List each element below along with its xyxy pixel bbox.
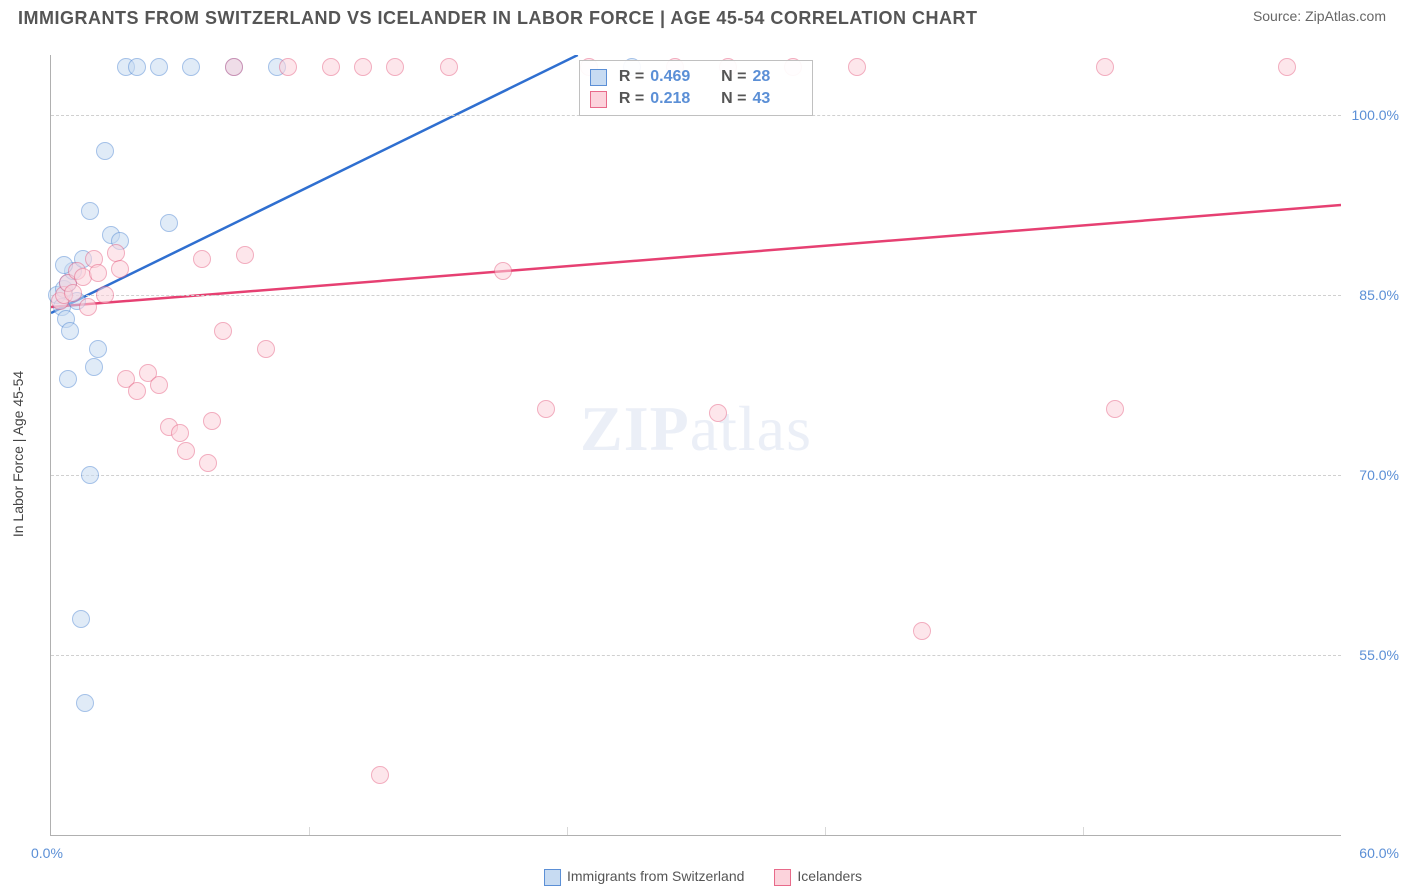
data-point-swiss bbox=[81, 466, 99, 484]
data-point-swiss bbox=[76, 694, 94, 712]
legend-swatch bbox=[590, 91, 607, 108]
regression-lines bbox=[51, 55, 1341, 835]
x-tick-mark bbox=[1083, 827, 1084, 835]
data-point-swiss bbox=[72, 610, 90, 628]
data-point-swiss bbox=[160, 214, 178, 232]
y-tick-label: 70.0% bbox=[1349, 467, 1399, 483]
data-point-iceland bbox=[494, 262, 512, 280]
data-point-iceland bbox=[354, 58, 372, 76]
data-point-iceland bbox=[848, 58, 866, 76]
data-point-swiss bbox=[59, 370, 77, 388]
x-tick-mark bbox=[567, 827, 568, 835]
stat-n-value: 28 bbox=[752, 68, 802, 86]
data-point-iceland bbox=[440, 58, 458, 76]
legend-swatch bbox=[544, 869, 561, 886]
legend-label: Icelanders bbox=[797, 868, 862, 884]
gridline-horizontal bbox=[51, 295, 1341, 296]
x-axis-min-label: 0.0% bbox=[31, 845, 63, 861]
data-point-iceland bbox=[111, 260, 129, 278]
data-point-swiss bbox=[85, 358, 103, 376]
data-point-iceland bbox=[279, 58, 297, 76]
data-point-iceland bbox=[1278, 58, 1296, 76]
stat-r-value: 0.469 bbox=[650, 68, 700, 86]
data-point-swiss bbox=[150, 58, 168, 76]
stats-legend-row-swiss: R = 0.469 N = 28 bbox=[590, 66, 803, 88]
legend-swatch bbox=[774, 869, 791, 886]
legend-item: Immigrants from Switzerland bbox=[544, 868, 744, 886]
y-tick-label: 100.0% bbox=[1349, 107, 1399, 123]
data-point-iceland bbox=[64, 284, 82, 302]
x-axis-max-label: 60.0% bbox=[1359, 845, 1399, 861]
plot-area: ZIPatlas 0.0% 60.0% 55.0%70.0%85.0%100.0… bbox=[50, 55, 1341, 836]
data-point-iceland bbox=[128, 382, 146, 400]
data-point-iceland bbox=[913, 622, 931, 640]
data-point-iceland bbox=[96, 286, 114, 304]
data-point-swiss bbox=[81, 202, 99, 220]
legend-label: Immigrants from Switzerland bbox=[567, 868, 744, 884]
data-point-iceland bbox=[171, 424, 189, 442]
data-point-iceland bbox=[199, 454, 217, 472]
stat-r-value: 0.218 bbox=[650, 90, 700, 108]
x-tick-mark bbox=[309, 827, 310, 835]
data-point-iceland bbox=[236, 246, 254, 264]
stat-n-label: N = bbox=[721, 68, 746, 86]
stats-legend-row-iceland: R = 0.218 N = 43 bbox=[590, 88, 803, 110]
stat-n-label: N = bbox=[721, 90, 746, 108]
data-point-swiss bbox=[182, 58, 200, 76]
data-point-iceland bbox=[193, 250, 211, 268]
stat-n-value: 43 bbox=[752, 90, 802, 108]
data-point-iceland bbox=[214, 322, 232, 340]
source-credit: Source: ZipAtlas.com bbox=[1253, 8, 1386, 24]
data-point-swiss bbox=[96, 142, 114, 160]
y-tick-label: 55.0% bbox=[1349, 647, 1399, 663]
chart-title: IMMIGRANTS FROM SWITZERLAND VS ICELANDER… bbox=[18, 8, 978, 29]
gridline-horizontal bbox=[51, 655, 1341, 656]
legend-swatch bbox=[590, 69, 607, 86]
data-point-iceland bbox=[177, 442, 195, 460]
y-axis-label: In Labor Force | Age 45-54 bbox=[10, 371, 26, 537]
data-point-iceland bbox=[150, 376, 168, 394]
data-point-iceland bbox=[203, 412, 221, 430]
gridline-horizontal bbox=[51, 475, 1341, 476]
y-tick-label: 85.0% bbox=[1349, 287, 1399, 303]
data-point-iceland bbox=[386, 58, 404, 76]
data-point-iceland bbox=[1106, 400, 1124, 418]
data-point-iceland bbox=[225, 58, 243, 76]
x-tick-mark bbox=[825, 827, 826, 835]
data-point-swiss bbox=[61, 322, 79, 340]
data-point-iceland bbox=[1096, 58, 1114, 76]
data-point-iceland bbox=[322, 58, 340, 76]
data-point-swiss bbox=[128, 58, 146, 76]
data-point-iceland bbox=[79, 298, 97, 316]
data-point-iceland bbox=[257, 340, 275, 358]
data-point-iceland bbox=[89, 264, 107, 282]
legend-item: Icelanders bbox=[774, 868, 862, 886]
data-point-iceland bbox=[709, 404, 727, 422]
series-legend: Immigrants from Switzerland Icelanders bbox=[544, 868, 862, 886]
data-point-swiss bbox=[89, 340, 107, 358]
data-point-iceland bbox=[371, 766, 389, 784]
stat-r-label: R = bbox=[619, 90, 644, 108]
data-point-iceland bbox=[537, 400, 555, 418]
watermark: ZIPatlas bbox=[580, 392, 812, 466]
stats-legend: R = 0.469 N = 28R = 0.218 N = 43 bbox=[579, 60, 814, 116]
stat-r-label: R = bbox=[619, 68, 644, 86]
